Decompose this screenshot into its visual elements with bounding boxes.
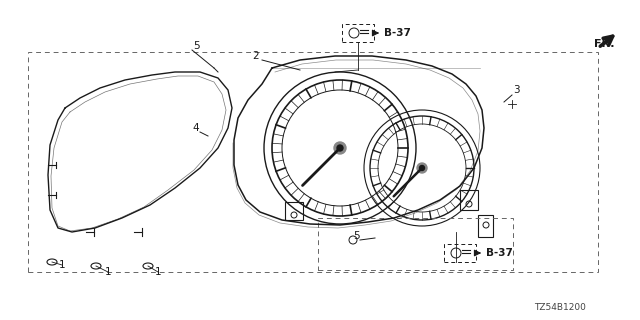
Bar: [285, 202, 303, 220]
Bar: [318, 218, 513, 270]
Text: 3: 3: [513, 85, 520, 95]
Bar: [28, 52, 598, 272]
Bar: [342, 24, 374, 42]
Circle shape: [419, 165, 424, 171]
Circle shape: [334, 142, 346, 154]
Text: TZ54B1200: TZ54B1200: [534, 303, 586, 312]
Text: 1: 1: [105, 267, 111, 277]
Text: 5: 5: [353, 231, 359, 241]
Text: 2: 2: [253, 51, 259, 61]
Text: B-37: B-37: [384, 28, 411, 38]
Bar: [460, 190, 478, 210]
Bar: [478, 215, 493, 237]
Text: B-37: B-37: [486, 248, 513, 258]
Text: 1: 1: [155, 267, 161, 277]
Circle shape: [417, 163, 427, 173]
Bar: [444, 244, 476, 262]
Circle shape: [337, 145, 343, 151]
Text: 1: 1: [59, 260, 65, 270]
Text: 5: 5: [193, 41, 200, 51]
Text: FR.: FR.: [594, 39, 614, 49]
Text: 4: 4: [193, 123, 199, 133]
